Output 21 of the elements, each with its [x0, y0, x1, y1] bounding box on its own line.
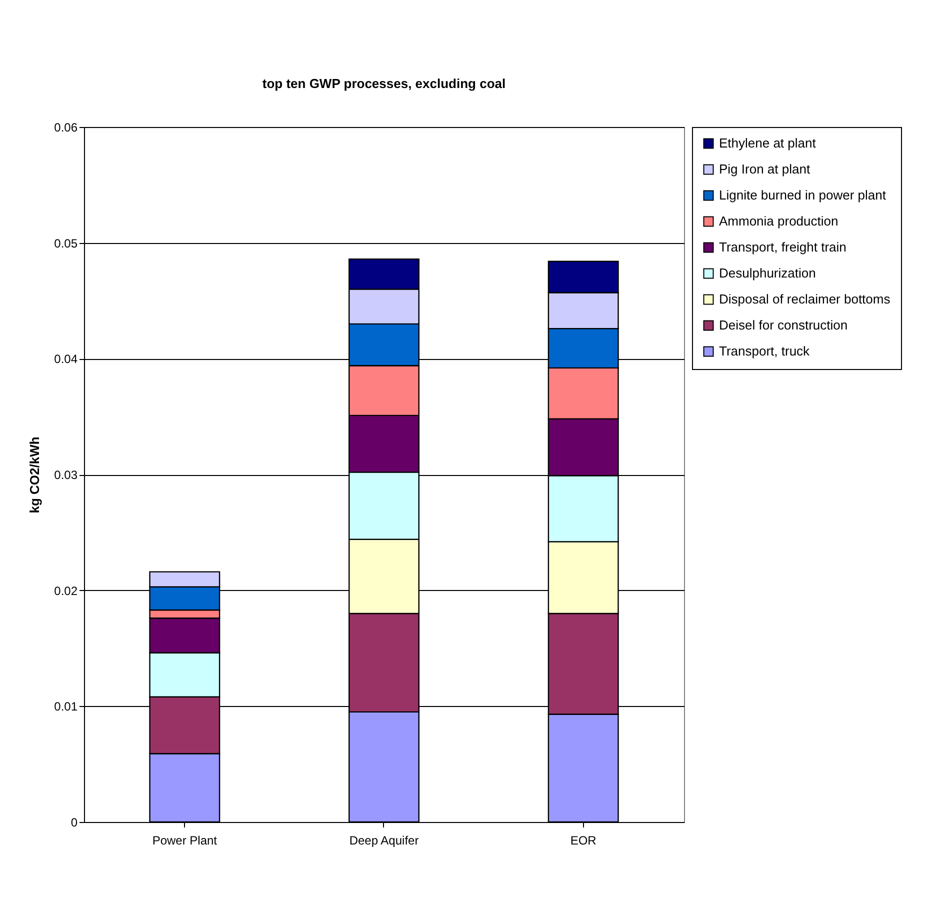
x-tick-label: Power Plant — [152, 834, 218, 848]
legend-label: Ethylene at plant — [719, 136, 816, 150]
y-axis-title: kg CO2/kWh — [27, 436, 42, 514]
legend-label: Lignite burned in power plant — [719, 188, 886, 202]
y-tick-label: 0 — [70, 816, 78, 830]
y-tick-label: 0.02 — [54, 584, 78, 598]
legend-label: Disposal of reclaimer bottoms — [719, 292, 891, 306]
y-tick-label: 0.06 — [54, 120, 78, 134]
y-tick-label: 0.05 — [54, 236, 78, 250]
legend-label: Desulphurization — [719, 266, 816, 280]
y-tick-label: 0.03 — [54, 468, 78, 482]
legend-label: Ammonia production — [719, 214, 838, 228]
legend-label: Transport, truck — [719, 344, 810, 358]
y-tick-label: 0.04 — [54, 352, 78, 366]
chart-title: top ten GWP processes, excluding coal — [262, 76, 506, 91]
legend-label: Pig Iron at plant — [719, 162, 810, 176]
x-tick-label: EOR — [570, 834, 597, 848]
x-tick-label: Deep Aquifer — [349, 834, 419, 848]
y-tick-label: 0.01 — [54, 700, 78, 714]
legend-label: Transport, freight train — [719, 240, 846, 254]
legend-label: Deisel for construction — [719, 318, 848, 332]
